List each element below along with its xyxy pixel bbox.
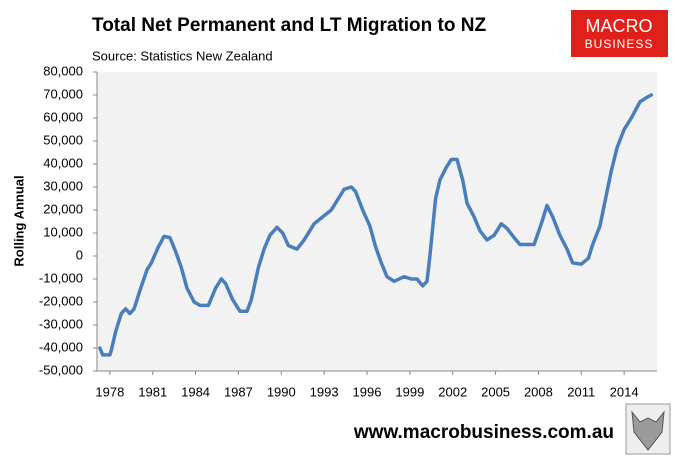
plot-area xyxy=(97,72,657,371)
y-axis-label: Rolling Annual xyxy=(11,175,26,266)
x-tick-label: 1996 xyxy=(353,384,382,399)
x-tick-label: 2002 xyxy=(438,384,467,399)
y-tick-label: -50,000 xyxy=(39,362,83,377)
footer: www.macrobusiness.com.au xyxy=(353,422,614,443)
x-tick-label: 1984 xyxy=(181,384,210,399)
wolf-icon xyxy=(625,403,671,455)
y-tick-label: -20,000 xyxy=(39,293,83,308)
y-tick-label: 50,000 xyxy=(43,132,83,147)
x-tick-label: 2011 xyxy=(567,384,595,399)
y-tick-label: 60,000 xyxy=(43,109,83,124)
x-tick-label: 1987 xyxy=(224,384,253,399)
y-tick-label: 40,000 xyxy=(43,155,83,170)
x-tick-label: 1978 xyxy=(95,384,124,399)
x-tick-label: 2005 xyxy=(481,384,510,399)
logo-box xyxy=(571,10,668,57)
x-tick-label: 1990 xyxy=(267,384,296,399)
y-tick-label: 0 xyxy=(76,247,83,262)
x-tick-label: 1993 xyxy=(310,384,339,399)
wolf-head xyxy=(631,410,665,451)
y-tick-label: -40,000 xyxy=(39,339,83,354)
chart-title: Total Net Permanent and LT Migration to … xyxy=(92,15,486,36)
x-tick-label: 1999 xyxy=(395,384,424,399)
y-tick-label: 10,000 xyxy=(43,224,83,239)
logo-text: BUSINESS xyxy=(585,37,654,51)
chart-subtitle: Source: Statistics New Zealand xyxy=(92,48,273,63)
y-tick-label: 70,000 xyxy=(43,86,83,101)
y-tick-label: 30,000 xyxy=(43,178,83,193)
y-tick-label: -30,000 xyxy=(39,316,83,331)
logo: MACRO BUSINESS xyxy=(571,10,668,57)
series-line xyxy=(98,93,654,357)
y-tick-label: 80,000 xyxy=(43,63,83,78)
x-tick-label: 2008 xyxy=(524,384,553,399)
y-tick-label: -10,000 xyxy=(39,270,83,285)
logo-text: MACRO xyxy=(586,16,653,36)
x-tick-label: 2014 xyxy=(610,384,639,399)
y-tick-label: 20,000 xyxy=(43,201,83,216)
x-tick-label: 1981 xyxy=(138,384,167,399)
